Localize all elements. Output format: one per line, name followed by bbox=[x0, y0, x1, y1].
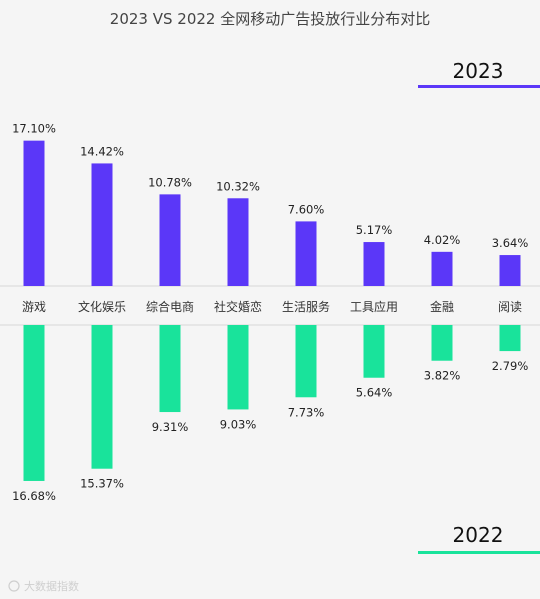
bar-2023-6 bbox=[431, 251, 453, 286]
category-label-2: 综合电商 bbox=[146, 299, 194, 314]
legend-2022-line bbox=[418, 551, 540, 554]
value-label-2023-4: 7.60% bbox=[288, 202, 325, 216]
bars-group: 17.10% 游戏 16.68% 14.42% 文化娱乐 15.37% 10.78% 综合电商… bbox=[12, 122, 528, 503]
bar-2022-1 bbox=[91, 325, 113, 469]
bar-2023-1 bbox=[91, 163, 113, 286]
bar-2022-3 bbox=[227, 325, 249, 410]
bar-2023-5 bbox=[363, 242, 385, 286]
category-label-1: 文化娱乐 bbox=[78, 299, 126, 314]
value-label-2022-0: 16.68% bbox=[12, 489, 56, 503]
category-label-6: 金融 bbox=[430, 299, 454, 314]
category-label-0: 游戏 bbox=[22, 300, 46, 314]
bar-2023-7 bbox=[499, 255, 521, 286]
watermark: 大数据指数 bbox=[8, 579, 79, 593]
bar-2023-2 bbox=[159, 194, 181, 286]
watermark-text: 大数据指数 bbox=[24, 579, 79, 593]
value-label-2023-1: 14.42% bbox=[80, 144, 124, 158]
value-label-2023-3: 10.32% bbox=[216, 179, 260, 193]
value-label-2022-1: 15.37% bbox=[80, 477, 124, 491]
value-label-2023-2: 10.78% bbox=[148, 175, 192, 189]
watermark-icon bbox=[8, 580, 20, 592]
bar-2022-0 bbox=[23, 325, 45, 481]
bar-2022-4 bbox=[295, 325, 317, 398]
bar-2022-7 bbox=[499, 325, 521, 352]
legend-2022-label: 2022 bbox=[453, 523, 504, 547]
bar-2022-5 bbox=[363, 325, 385, 378]
category-label-7: 阅读 bbox=[498, 300, 522, 314]
bar-2022-2 bbox=[159, 325, 181, 413]
chart-title: 2023 VS 2022 全网移动广告投放行业分布对比 bbox=[110, 10, 430, 28]
value-label-2023-6: 4.02% bbox=[424, 233, 461, 247]
category-label-3: 社交婚恋 bbox=[214, 299, 262, 314]
value-label-2022-6: 3.82% bbox=[424, 369, 461, 383]
value-label-2022-2: 9.31% bbox=[152, 420, 189, 434]
category-label-4: 生活服务 bbox=[282, 299, 330, 314]
value-label-2023-0: 17.10% bbox=[12, 122, 56, 136]
bar-2023-3 bbox=[227, 198, 249, 286]
value-label-2022-4: 7.73% bbox=[288, 405, 325, 419]
bar-2023-0 bbox=[23, 140, 45, 286]
legend-2023-line bbox=[418, 85, 540, 88]
value-label-2023-7: 3.64% bbox=[492, 236, 529, 250]
bar-2023-4 bbox=[295, 221, 317, 286]
bar-2022-6 bbox=[431, 325, 453, 361]
value-label-2022-5: 5.64% bbox=[356, 386, 393, 400]
legend-2023-label: 2023 bbox=[453, 59, 504, 83]
value-label-2022-7: 2.79% bbox=[492, 359, 529, 373]
value-label-2023-5: 5.17% bbox=[356, 223, 393, 237]
category-label-5: 工具应用 bbox=[350, 299, 398, 314]
value-label-2022-3: 9.03% bbox=[220, 417, 257, 431]
